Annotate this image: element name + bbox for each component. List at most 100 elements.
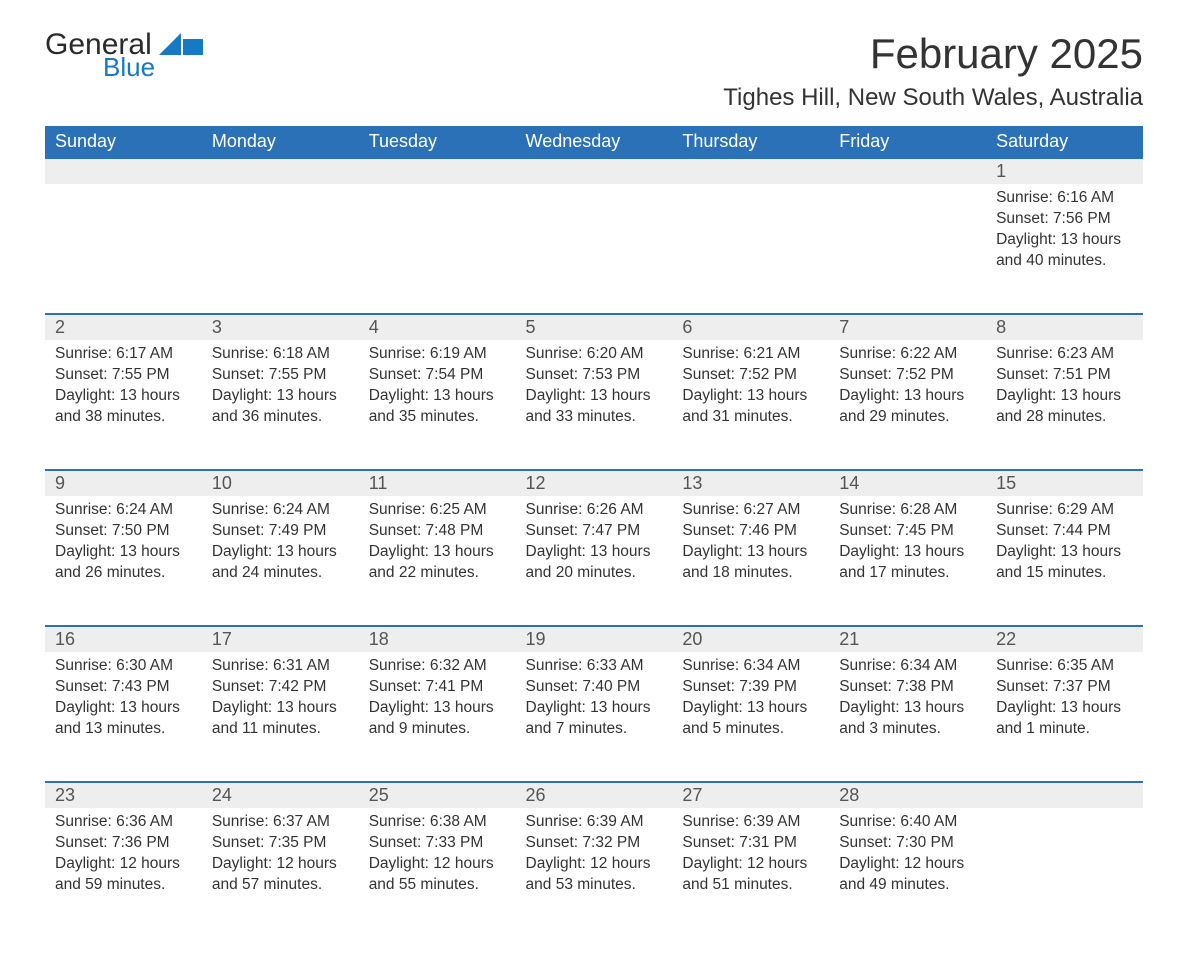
day-number: 5	[516, 314, 673, 340]
day-day2: and 53 minutes.	[526, 875, 663, 896]
day-sunrise: Sunrise: 6:27 AM	[682, 500, 819, 521]
day-number: 22	[986, 626, 1143, 652]
day-day2: and 51 minutes.	[682, 875, 819, 896]
day-cell: Sunrise: 6:22 AMSunset: 7:52 PMDaylight:…	[829, 340, 986, 470]
day-sunset: Sunset: 7:49 PM	[212, 521, 349, 542]
day-cell: Sunrise: 6:31 AMSunset: 7:42 PMDaylight:…	[202, 652, 359, 782]
day-day2: and 7 minutes.	[526, 719, 663, 740]
day-cell: Sunrise: 6:24 AMSunset: 7:49 PMDaylight:…	[202, 496, 359, 626]
daynum-row: 16171819202122	[45, 626, 1143, 652]
day-sunset: Sunset: 7:31 PM	[682, 833, 819, 854]
day-day1: Daylight: 13 hours	[55, 542, 192, 563]
day-cell	[672, 184, 829, 314]
day-sunrise: Sunrise: 6:19 AM	[369, 344, 506, 365]
week-row: Sunrise: 6:36 AMSunset: 7:36 PMDaylight:…	[45, 808, 1143, 938]
day-sunrise: Sunrise: 6:34 AM	[682, 656, 819, 677]
day-sunrise: Sunrise: 6:17 AM	[55, 344, 192, 365]
day-number: 9	[45, 470, 202, 496]
daynum-row: 232425262728	[45, 782, 1143, 808]
day-day1: Daylight: 13 hours	[839, 386, 976, 407]
day-sunset: Sunset: 7:45 PM	[839, 521, 976, 542]
day-cell: Sunrise: 6:40 AMSunset: 7:30 PMDaylight:…	[829, 808, 986, 938]
logo-text: General Blue	[45, 30, 155, 80]
day-day1: Daylight: 13 hours	[212, 698, 349, 719]
day-cell: Sunrise: 6:35 AMSunset: 7:37 PMDaylight:…	[986, 652, 1143, 782]
day-cell	[202, 184, 359, 314]
day-day2: and 40 minutes.	[996, 251, 1133, 272]
day-sunrise: Sunrise: 6:35 AM	[996, 656, 1133, 677]
day-sunset: Sunset: 7:51 PM	[996, 365, 1133, 386]
day-sunset: Sunset: 7:42 PM	[212, 677, 349, 698]
day-number: 21	[829, 626, 986, 652]
day-number: 17	[202, 626, 359, 652]
day-sunset: Sunset: 7:47 PM	[526, 521, 663, 542]
day-number: 24	[202, 782, 359, 808]
day-number: 16	[45, 626, 202, 652]
day-sunset: Sunset: 7:54 PM	[369, 365, 506, 386]
day-cell: Sunrise: 6:28 AMSunset: 7:45 PMDaylight:…	[829, 496, 986, 626]
day-day2: and 35 minutes.	[369, 407, 506, 428]
day-sunrise: Sunrise: 6:26 AM	[526, 500, 663, 521]
day-day1: Daylight: 13 hours	[682, 386, 819, 407]
day-cell: Sunrise: 6:39 AMSunset: 7:32 PMDaylight:…	[516, 808, 673, 938]
day-number: 1	[986, 158, 1143, 184]
day-number: 27	[672, 782, 829, 808]
day-sunrise: Sunrise: 6:21 AM	[682, 344, 819, 365]
day-sunrise: Sunrise: 6:39 AM	[682, 812, 819, 833]
location: Tighes Hill, New South Wales, Australia	[723, 84, 1143, 112]
calendar-head: SundayMondayTuesdayWednesdayThursdayFrid…	[45, 126, 1143, 158]
day-sunset: Sunset: 7:41 PM	[369, 677, 506, 698]
day-sunset: Sunset: 7:52 PM	[682, 365, 819, 386]
day-day1: Daylight: 13 hours	[839, 542, 976, 563]
day-day1: Daylight: 13 hours	[55, 698, 192, 719]
day-number	[672, 158, 829, 184]
day-sunrise: Sunrise: 6:29 AM	[996, 500, 1133, 521]
day-day1: Daylight: 12 hours	[526, 854, 663, 875]
weekday-header: Saturday	[986, 126, 1143, 158]
day-cell: Sunrise: 6:34 AMSunset: 7:39 PMDaylight:…	[672, 652, 829, 782]
weekday-header: Sunday	[45, 126, 202, 158]
day-sunrise: Sunrise: 6:39 AM	[526, 812, 663, 833]
day-day1: Daylight: 13 hours	[682, 698, 819, 719]
week-row: Sunrise: 6:16 AMSunset: 7:56 PMDaylight:…	[45, 184, 1143, 314]
day-sunset: Sunset: 7:46 PM	[682, 521, 819, 542]
day-sunrise: Sunrise: 6:24 AM	[212, 500, 349, 521]
day-day2: and 28 minutes.	[996, 407, 1133, 428]
day-day1: Daylight: 13 hours	[212, 542, 349, 563]
day-sunset: Sunset: 7:56 PM	[996, 209, 1133, 230]
day-cell: Sunrise: 6:38 AMSunset: 7:33 PMDaylight:…	[359, 808, 516, 938]
day-sunset: Sunset: 7:55 PM	[55, 365, 192, 386]
day-sunrise: Sunrise: 6:37 AM	[212, 812, 349, 833]
day-sunrise: Sunrise: 6:32 AM	[369, 656, 506, 677]
day-number: 3	[202, 314, 359, 340]
day-day2: and 38 minutes.	[55, 407, 192, 428]
day-number: 13	[672, 470, 829, 496]
title-block: February 2025 Tighes Hill, New South Wal…	[723, 30, 1143, 112]
day-day2: and 49 minutes.	[839, 875, 976, 896]
day-day2: and 13 minutes.	[55, 719, 192, 740]
day-day1: Daylight: 13 hours	[996, 542, 1133, 563]
day-cell: Sunrise: 6:36 AMSunset: 7:36 PMDaylight:…	[45, 808, 202, 938]
day-cell: Sunrise: 6:30 AMSunset: 7:43 PMDaylight:…	[45, 652, 202, 782]
day-sunrise: Sunrise: 6:23 AM	[996, 344, 1133, 365]
day-number: 11	[359, 470, 516, 496]
day-sunrise: Sunrise: 6:22 AM	[839, 344, 976, 365]
day-day2: and 9 minutes.	[369, 719, 506, 740]
day-sunset: Sunset: 7:35 PM	[212, 833, 349, 854]
daynum-row: 9101112131415	[45, 470, 1143, 496]
day-number: 15	[986, 470, 1143, 496]
day-day1: Daylight: 13 hours	[996, 386, 1133, 407]
day-day2: and 5 minutes.	[682, 719, 819, 740]
calendar-body: 1Sunrise: 6:16 AMSunset: 7:56 PMDaylight…	[45, 158, 1143, 938]
day-sunset: Sunset: 7:44 PM	[996, 521, 1133, 542]
day-number: 28	[829, 782, 986, 808]
day-number	[516, 158, 673, 184]
day-day1: Daylight: 12 hours	[682, 854, 819, 875]
day-sunset: Sunset: 7:43 PM	[55, 677, 192, 698]
day-sunrise: Sunrise: 6:36 AM	[55, 812, 192, 833]
day-number: 14	[829, 470, 986, 496]
day-sunrise: Sunrise: 6:31 AM	[212, 656, 349, 677]
day-cell	[829, 184, 986, 314]
day-number: 20	[672, 626, 829, 652]
day-cell: Sunrise: 6:19 AMSunset: 7:54 PMDaylight:…	[359, 340, 516, 470]
